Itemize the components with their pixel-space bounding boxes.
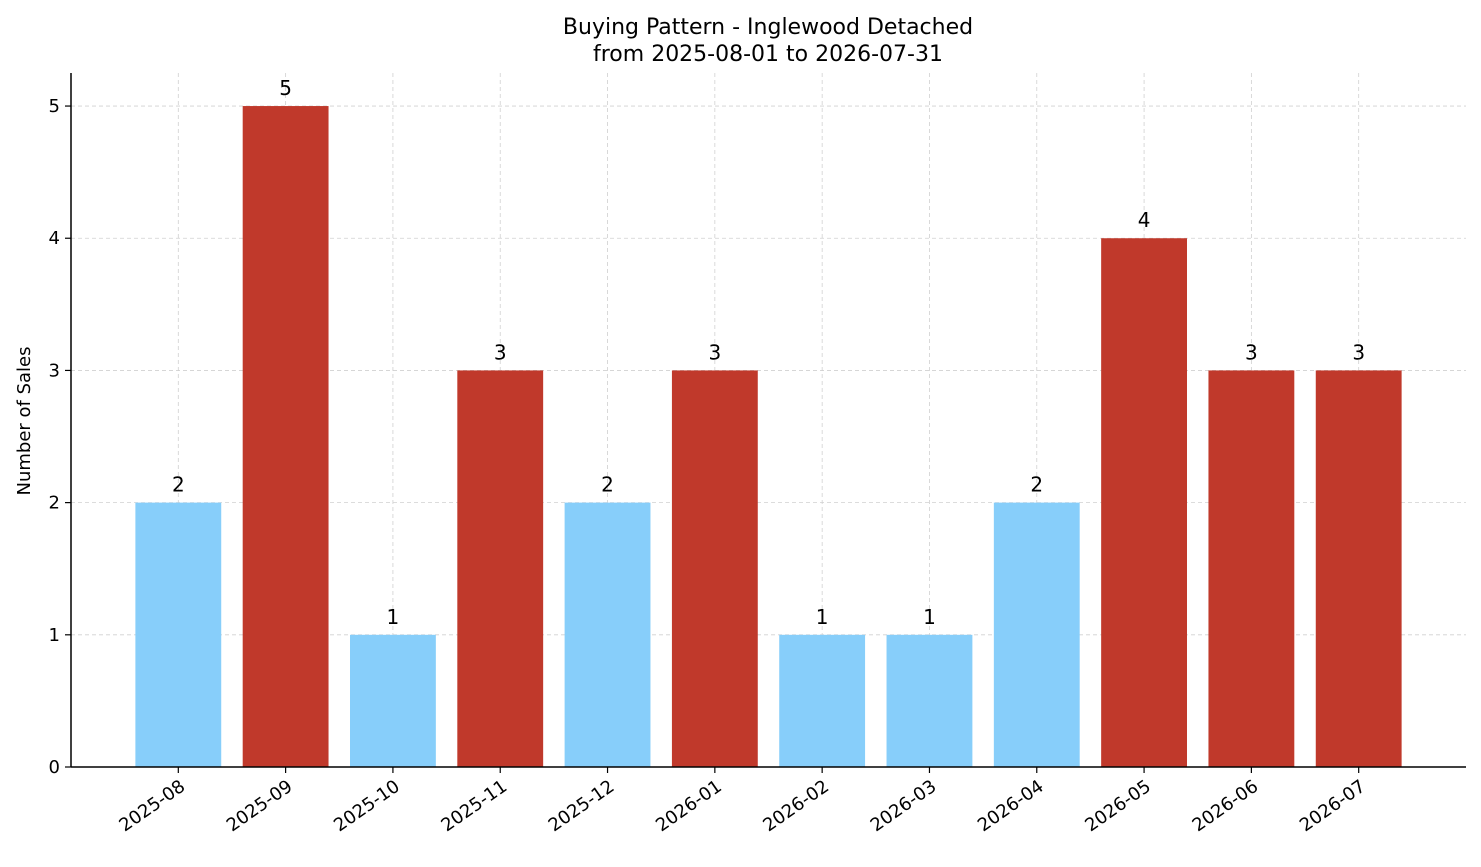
y-tick-label: 3 bbox=[49, 360, 60, 381]
bar bbox=[457, 370, 544, 767]
bar bbox=[1208, 370, 1295, 767]
data-label: 3 bbox=[1352, 340, 1365, 364]
x-tick-label: 2026-07 bbox=[1296, 776, 1370, 836]
bar bbox=[886, 634, 973, 767]
y-tick-label: 0 bbox=[49, 757, 60, 778]
data-label: 2 bbox=[172, 473, 185, 497]
bar bbox=[350, 634, 436, 767]
x-tick-label: 2026-05 bbox=[1081, 776, 1155, 836]
axis-layer bbox=[65, 73, 1466, 773]
data-label: 1 bbox=[923, 605, 936, 629]
x-tick-label: 2026-03 bbox=[867, 776, 941, 836]
bar bbox=[135, 502, 222, 767]
bar bbox=[242, 106, 329, 768]
x-tick-label: 2025-08 bbox=[116, 776, 190, 836]
data-label: 3 bbox=[708, 340, 721, 364]
bar bbox=[564, 502, 651, 767]
data-label: 3 bbox=[1245, 340, 1258, 364]
data-label: 2 bbox=[1030, 473, 1043, 497]
data-label: 3 bbox=[494, 340, 507, 364]
x-tick-label: 2026-04 bbox=[974, 776, 1048, 836]
data-label: 4 bbox=[1138, 208, 1151, 232]
data-label: 5 bbox=[279, 76, 292, 100]
x-tick-label: 2026-01 bbox=[652, 776, 726, 836]
bar bbox=[1315, 370, 1402, 767]
bar bbox=[1101, 238, 1187, 767]
x-tick-label: 2026-02 bbox=[759, 776, 833, 836]
data-label: 1 bbox=[816, 605, 829, 629]
y-tick-label: 5 bbox=[49, 96, 60, 117]
data-label: 1 bbox=[387, 605, 400, 629]
y-tick-label: 4 bbox=[49, 228, 60, 249]
x-tick-label: 2026-06 bbox=[1189, 776, 1263, 836]
x-tick-label: 2025-11 bbox=[437, 776, 511, 836]
chart-title: Buying Pattern - Inglewood Detached bbox=[563, 15, 973, 40]
y-axis-label: Number of Sales bbox=[14, 346, 35, 495]
x-tick-label: 2025-10 bbox=[330, 776, 404, 836]
x-tick-label: 2025-09 bbox=[223, 776, 297, 836]
x-tick-label: 2025-12 bbox=[545, 776, 619, 836]
bar bbox=[993, 502, 1080, 767]
y-tick-label: 1 bbox=[49, 625, 60, 646]
chart-subtitle: from 2025-08-01 to 2026-07-31 bbox=[593, 42, 943, 67]
bar bbox=[779, 634, 866, 767]
data-label: 2 bbox=[601, 473, 614, 497]
bar-layer bbox=[135, 106, 1402, 768]
y-tick-label: 2 bbox=[49, 493, 60, 514]
bar bbox=[671, 370, 758, 767]
